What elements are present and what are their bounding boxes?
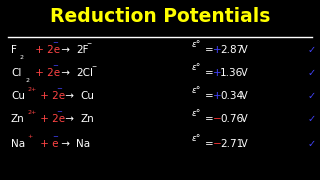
Text: Na: Na: [76, 139, 90, 149]
Text: + 2e: + 2e: [32, 45, 60, 55]
Text: ε°: ε°: [192, 134, 201, 143]
Text: →: →: [62, 91, 77, 101]
Text: +: +: [28, 134, 33, 140]
Text: 2+: 2+: [28, 87, 37, 92]
Text: Zn: Zn: [81, 114, 94, 124]
Text: 0.76: 0.76: [220, 114, 244, 124]
Text: ✓: ✓: [308, 114, 316, 124]
Text: + 2e: + 2e: [32, 68, 60, 78]
Text: ✓: ✓: [308, 68, 316, 78]
Text: Zn: Zn: [11, 114, 25, 124]
Text: ε°: ε°: [192, 86, 201, 95]
Text: + 2e: + 2e: [37, 114, 65, 124]
Text: −: −: [87, 40, 92, 46]
Text: V: V: [241, 91, 247, 101]
Text: V: V: [241, 139, 247, 149]
Text: −: −: [52, 63, 58, 69]
Text: + 2e: + 2e: [37, 91, 65, 101]
Text: 2Cl: 2Cl: [76, 68, 93, 78]
Text: =: =: [205, 45, 214, 55]
Text: F: F: [11, 45, 17, 55]
Text: −: −: [57, 109, 62, 115]
Text: 2: 2: [19, 55, 23, 60]
Text: Na: Na: [11, 139, 25, 149]
Text: →: →: [58, 139, 73, 149]
Text: V: V: [241, 114, 247, 124]
Text: Reduction Potentials: Reduction Potentials: [50, 7, 270, 26]
Text: −: −: [57, 86, 62, 92]
Text: 1.36: 1.36: [220, 68, 244, 78]
Text: 2+: 2+: [28, 110, 37, 115]
Text: Cl: Cl: [11, 68, 21, 78]
Text: =: =: [205, 139, 214, 149]
Text: −: −: [52, 40, 58, 46]
Text: V: V: [241, 45, 247, 55]
Text: 2.87: 2.87: [220, 45, 244, 55]
Text: +: +: [213, 68, 222, 78]
Text: −: −: [213, 139, 222, 149]
Text: ✓: ✓: [308, 45, 316, 55]
Text: + e: + e: [37, 139, 59, 149]
Text: −: −: [52, 134, 58, 140]
Text: 2: 2: [26, 78, 29, 83]
Text: →: →: [58, 68, 73, 78]
Text: ✓: ✓: [308, 139, 316, 149]
Text: +: +: [213, 45, 222, 55]
Text: 2.71: 2.71: [220, 139, 244, 149]
Text: −: −: [213, 114, 222, 124]
Text: +: +: [213, 91, 222, 101]
Text: −: −: [92, 64, 97, 69]
Text: =: =: [205, 91, 214, 101]
Text: Cu: Cu: [81, 91, 95, 101]
Text: ✓: ✓: [308, 91, 316, 101]
Text: →: →: [62, 114, 77, 124]
Text: =: =: [205, 68, 214, 78]
Text: ε°: ε°: [192, 109, 201, 118]
Text: →: →: [58, 45, 73, 55]
Text: =: =: [205, 114, 214, 124]
Text: ε°: ε°: [192, 40, 201, 49]
Text: Cu: Cu: [11, 91, 25, 101]
Text: 2F: 2F: [76, 45, 89, 55]
Text: ε°: ε°: [192, 63, 201, 72]
Text: V: V: [241, 68, 247, 78]
Text: 0.34: 0.34: [220, 91, 244, 101]
